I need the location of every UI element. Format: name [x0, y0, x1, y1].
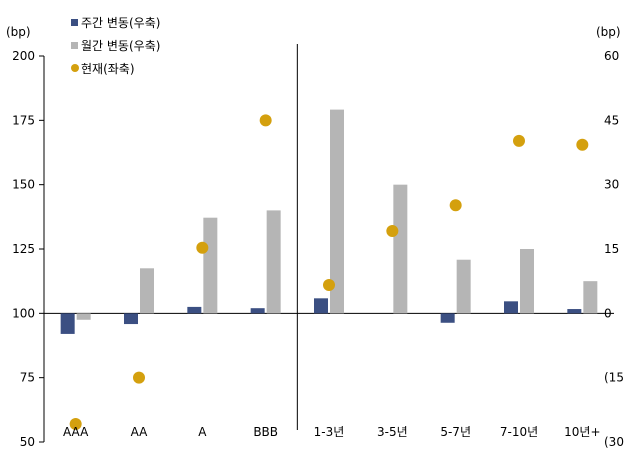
left-tick-label: 100: [12, 306, 35, 320]
x-tick-label: AAA: [63, 425, 89, 439]
legend: 주간 변동(우축) 월간 변동(우축) 현재(좌축): [71, 16, 160, 76]
right-tick-label: 0: [604, 306, 612, 320]
current-point: [69, 417, 82, 430]
right-axis-ticks: 60 45 30 15 0 (15) (30): [604, 49, 625, 449]
left-tick-label: 75: [20, 371, 35, 385]
legend-label-current: 현재(좌축): [81, 62, 135, 76]
legend-label-weekly: 주간 변동(우축): [81, 16, 160, 30]
monthly-change-bar: [330, 109, 344, 314]
current-point: [196, 241, 209, 254]
x-tick-label: 5-7년: [440, 425, 471, 439]
weekly-change-bar: [314, 298, 328, 314]
current-point: [259, 114, 272, 127]
weekly-change-bar: [60, 313, 75, 334]
right-tick-label: 30: [604, 178, 619, 192]
monthly-change-bar: [583, 281, 598, 314]
right-axis-unit: (bp): [596, 25, 621, 39]
x-tick-label: BBB: [253, 425, 278, 439]
weekly-change-bar: [440, 313, 455, 323]
current-point: [576, 138, 589, 151]
left-tick-label: 175: [12, 113, 35, 127]
monthly-change-bar: [393, 184, 408, 314]
left-tick-label: 200: [12, 49, 35, 63]
monthly-change-bar: [203, 217, 218, 314]
x-tick-label: 3-5년: [377, 425, 408, 439]
legend-label-monthly: 월간 변동(우축): [81, 39, 160, 53]
legend-swatch-current: [71, 64, 79, 72]
left-axis-ticks: 200 175 150 125 100 75 50: [12, 49, 44, 449]
right-tick-label: 60: [604, 49, 619, 63]
right-tick-label: 45: [604, 113, 619, 127]
right-tick-label: 15: [604, 242, 619, 256]
monthly-change-bar: [140, 268, 154, 314]
current-point: [513, 134, 525, 147]
x-tick-label: 7-10년: [500, 425, 538, 439]
left-tick-label: 125: [12, 242, 35, 256]
legend-swatch-monthly: [71, 42, 78, 49]
right-tick-label: (15): [604, 371, 625, 385]
weekly-change-bar: [124, 313, 138, 325]
weekly-change-bar: [187, 306, 202, 314]
current-point: [133, 371, 145, 384]
left-axis-unit: (bp): [6, 25, 31, 39]
points-layer: [69, 114, 589, 430]
monthly-change-bar: [76, 313, 91, 320]
current-point: [449, 199, 462, 212]
monthly-change-bar: [520, 249, 534, 314]
weekly-change-bar: [504, 301, 518, 314]
axes-layer: [43, 44, 614, 442]
monthly-change-bar: [456, 259, 471, 314]
weekly-change-bar: [250, 308, 265, 314]
right-tick-label: (30): [604, 435, 625, 449]
x-tick-label: A: [198, 425, 207, 439]
x-tick-label: 10년+: [564, 425, 600, 439]
current-point: [386, 224, 399, 237]
left-tick-label: 50: [20, 435, 35, 449]
weekly-change-bar: [567, 309, 582, 314]
left-tick-label: 150: [12, 178, 35, 192]
x-axis-ticks: AAA AA A BBB 1-3년 3-5년 5-7년 7-10년 10년+: [63, 425, 601, 439]
bars-layer: [60, 109, 598, 334]
monthly-change-bar: [266, 210, 281, 314]
x-tick-label: 1-3년: [314, 425, 345, 439]
x-tick-label: AA: [131, 425, 149, 439]
current-point: [323, 279, 335, 292]
legend-swatch-weekly: [71, 19, 78, 26]
